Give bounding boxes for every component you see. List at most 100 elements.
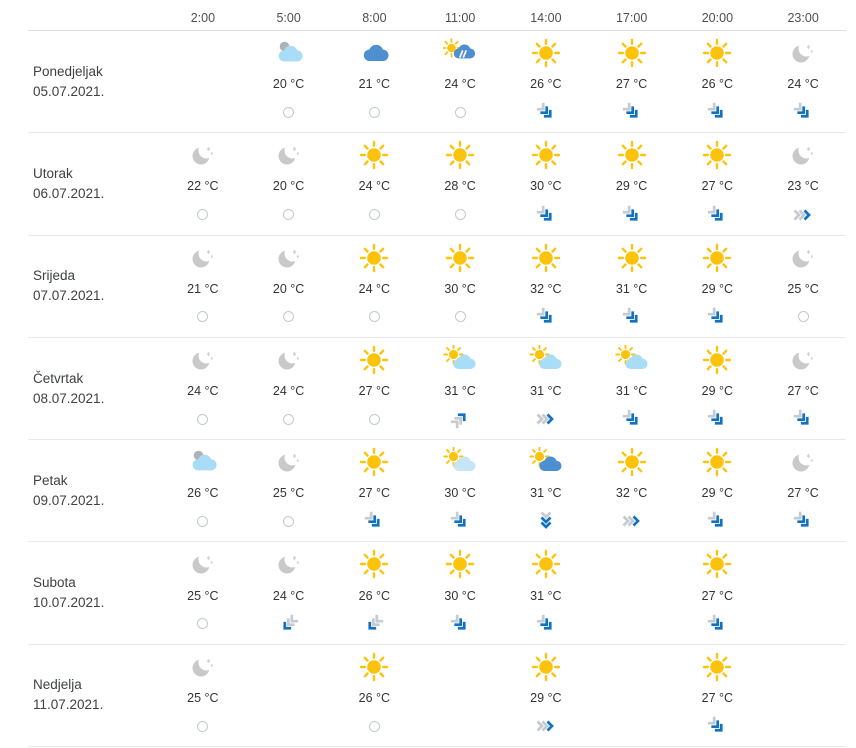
forecast-cell: 30 °C <box>417 542 503 643</box>
time-header: 14:00 <box>530 11 562 25</box>
temperature-value: 24 °C <box>358 281 391 296</box>
forecast-cell: 25 °C <box>246 440 332 541</box>
calm-circle <box>197 515 209 527</box>
day-info: Nedjelja 11.07.2021. <box>28 645 160 746</box>
day-date: 05.07.2021. <box>33 83 105 99</box>
forecast-cell: 26 °C <box>503 31 589 132</box>
calm-circle <box>368 106 380 118</box>
temperature-value: 27 °C <box>358 384 391 399</box>
time-header: 17:00 <box>615 11 648 25</box>
weather-forecast-table: 2:00 5:00 8:00 11:00 14:00 17:00 20:00 23:00 Pon… <box>28 0 846 748</box>
day-date: 06.07.2021. <box>33 185 105 201</box>
temperature-value: 24 °C <box>272 588 305 603</box>
wind-direction-se-icon <box>621 306 643 328</box>
calm-circle <box>283 106 295 118</box>
forecast-cell: 32 °C <box>503 236 589 337</box>
clear-night-icon <box>272 344 306 376</box>
temperature-value: 24 °C <box>787 77 819 92</box>
forecast-cell: 24 °C <box>332 236 418 337</box>
day-info: Ponedjeljak 05.07.2021. <box>28 31 160 132</box>
wind-direction-e-icon <box>621 510 643 532</box>
forecast-cell: 29 °C <box>589 133 675 234</box>
wind-direction-se-icon <box>706 204 728 226</box>
calm-wind-icon <box>454 306 466 328</box>
calm-wind-icon <box>283 408 295 430</box>
wind-direction-se-icon <box>535 306 557 328</box>
wind-direction-sw-icon <box>278 613 300 635</box>
sunny-icon <box>700 548 734 580</box>
forecast-cell: 22 °C <box>160 133 246 234</box>
forecast-cell: 24 °C <box>160 338 246 439</box>
forecast-cell-empty <box>160 31 246 132</box>
temperature-value: 22 °C <box>187 179 219 194</box>
wind-direction-e-icon <box>535 715 557 737</box>
calm-circle <box>454 311 466 323</box>
day-name: Utorak <box>33 165 73 181</box>
sunny-icon <box>357 548 391 580</box>
calm-circle <box>283 311 295 323</box>
forecast-cell: 31 °C <box>589 236 675 337</box>
wind-direction-se-icon <box>706 101 728 123</box>
forecast-cell-empty <box>589 645 675 746</box>
sunny-icon <box>529 242 563 274</box>
wind-direction-sw-icon <box>363 613 385 635</box>
temperature-value: 26 °C <box>358 690 391 705</box>
clear-night-icon <box>786 37 820 69</box>
temperature-value: 31 °C <box>615 384 648 399</box>
forecast-cell-empty <box>417 645 503 746</box>
sunny-icon <box>357 242 391 274</box>
temperature-value: 28 °C <box>444 179 476 194</box>
sunny-icon <box>529 651 563 683</box>
calm-wind-icon <box>283 510 295 532</box>
forecast-cell: 31 °C <box>503 338 589 439</box>
calm-circle <box>283 209 295 221</box>
sunny-icon <box>615 446 649 478</box>
forecast-cell: 29 °C <box>503 645 589 746</box>
calm-wind-icon <box>454 204 466 226</box>
forecast-cell: 26 °C <box>332 645 418 746</box>
sun-cloud-icon <box>529 344 563 376</box>
temperature-value: 24 °C <box>444 77 476 92</box>
temperature-value: 26 °C <box>358 588 391 603</box>
day-name: Subota <box>33 575 76 591</box>
clear-night-icon <box>786 242 820 274</box>
temperature-value: 24 °C <box>272 384 305 399</box>
forecast-cell: 31 °C <box>503 440 589 541</box>
temperature-value: 24 °C <box>187 384 219 399</box>
sun-cloud-dark-icon <box>529 446 563 478</box>
forecast-cell: 27 °C <box>675 645 761 746</box>
sun-cloud-icon <box>443 344 477 376</box>
forecast-day-row: Ponedjeljak 05.07.2021. 20 °C 21 °C 24 °C… <box>28 31 846 134</box>
clear-night-icon <box>186 548 220 580</box>
sunny-icon <box>700 139 734 171</box>
temperature-value: 25 °C <box>187 588 219 603</box>
calm-circle <box>197 720 209 732</box>
day-date: 09.07.2021. <box>33 492 105 508</box>
forecast-cell: 27 °C <box>760 338 846 439</box>
wind-direction-se-icon <box>706 306 728 328</box>
wind-direction-se-icon <box>449 510 471 532</box>
day-info: Petak 09.07.2021. <box>28 440 160 541</box>
forecast-cell: 25 °C <box>760 236 846 337</box>
forecast-cell: 29 °C <box>675 440 761 541</box>
wind-direction-se-icon <box>535 613 557 635</box>
day-name: Četvrtak <box>33 370 84 386</box>
sunny-icon <box>615 139 649 171</box>
calm-circle <box>197 413 209 425</box>
temperature-value: 31 °C <box>615 281 648 296</box>
temperature-value: 29 °C <box>530 690 562 705</box>
forecast-day-row: Utorak 06.07.2021. 22 °C 20 °C 24 °C 28 °C 3… <box>28 133 846 236</box>
temperature-value: 24 °C <box>358 179 391 194</box>
calm-wind-icon <box>368 204 380 226</box>
clear-night-icon <box>786 139 820 171</box>
forecast-day-row: Nedjelja 11.07.2021. 25 °C 26 °C 29 °C 27 °… <box>28 645 846 748</box>
sunny-icon <box>700 37 734 69</box>
wind-direction-se-icon <box>621 204 643 226</box>
forecast-day-row: Petak 09.07.2021. 26 °C 25 °C 27 °C 30 °C … <box>28 440 846 543</box>
forecast-cell-empty <box>760 542 846 643</box>
calm-circle <box>454 209 466 221</box>
forecast-cell: 27 °C <box>332 440 418 541</box>
wind-direction-se-icon <box>706 408 728 430</box>
calm-circle <box>368 311 380 323</box>
calm-wind-icon <box>197 408 209 430</box>
